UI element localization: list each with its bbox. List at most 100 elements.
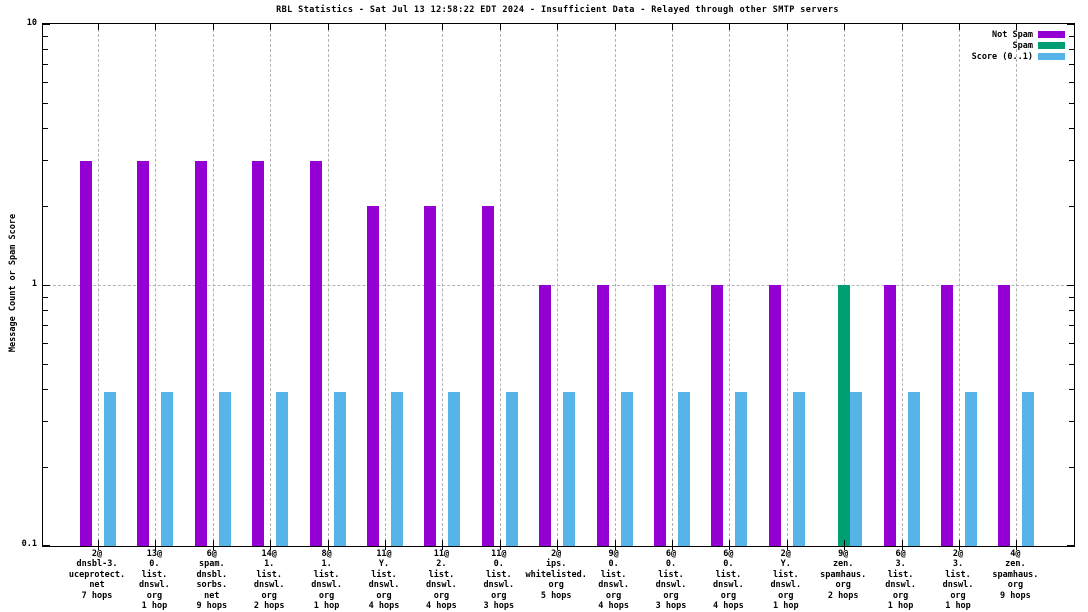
y-minor-tick (43, 325, 48, 327)
x-tick (959, 540, 960, 550)
bar-not-spam (596, 285, 609, 546)
bar-not-spam (367, 206, 379, 546)
legend-row: Not Spam (972, 29, 1065, 40)
y-minor-tick (1069, 325, 1074, 327)
x-tick-label: 8@ 1. list. dnswl. org 1 hop (311, 549, 342, 612)
y-minor-tick (1069, 310, 1074, 312)
gridline-x (901, 24, 903, 546)
y-minor-tick (1069, 49, 1074, 51)
bar-score (505, 391, 518, 546)
x-tick (901, 24, 903, 30)
y-minor-tick (1069, 127, 1074, 129)
bar-score (218, 391, 231, 546)
bar-not-spam (998, 285, 1011, 546)
chart-title: RBL Statistics - Sat Jul 13 12:58:22 EDT… (276, 5, 839, 15)
x-tick (1016, 540, 1018, 550)
y-major-tick (1067, 24, 1074, 25)
y-major-tick (43, 545, 50, 546)
legend-swatch (1038, 53, 1065, 60)
gridline-x (442, 24, 444, 546)
x-tick-label: 11@ 0. list. dnswl. org 3 hops (483, 549, 515, 612)
bar-not-spam (941, 285, 953, 546)
bar-score (391, 391, 403, 546)
y-minor-tick (43, 49, 48, 51)
y-minor-tick (1069, 206, 1074, 208)
bar-not-spam (309, 160, 322, 546)
legend-row: Spam (972, 40, 1065, 51)
x-tick (212, 540, 214, 550)
y-minor-tick (43, 206, 48, 208)
x-tick-label: 2@ dnsbl-3. uceprotect. net 7 hops (68, 549, 126, 601)
bar-not-spam (424, 206, 437, 546)
gridline-x (786, 24, 788, 546)
y-tick-label: 0.1 (21, 539, 37, 549)
x-tick-label: 4@ zen. spamhaus. org 9 hops (992, 549, 1039, 601)
gridline-x (499, 24, 501, 546)
x-tick (844, 24, 846, 30)
y-minor-tick (1069, 160, 1074, 162)
x-tick (844, 540, 846, 550)
x-tick (729, 24, 731, 30)
x-tick-label: 6@ spam. dnsbl. sorbs. net 9 hops (196, 549, 228, 612)
gridline-x (327, 24, 329, 546)
x-tick-label: 2@ ips. whitelisted. org 5 hops (525, 549, 587, 601)
legend-row: Score (0..1) (972, 51, 1065, 62)
x-tick-label: 14@ 1. list. dnswl. org 2 hops (253, 549, 285, 612)
legend-swatch (1038, 42, 1065, 49)
bar-not-spam (194, 160, 207, 546)
x-tick-label: 11@ Y. list. dnswl. org 4 hops (368, 549, 400, 612)
y-minor-tick (43, 388, 48, 390)
x-tick (327, 24, 329, 30)
bar-not-spam (539, 285, 552, 546)
y-minor-tick (43, 160, 48, 162)
y-minor-tick (1069, 35, 1074, 37)
x-tick (959, 24, 960, 30)
bar-score (735, 391, 748, 546)
x-tick (155, 24, 157, 30)
x-tick (385, 540, 386, 550)
y-major-tick (43, 24, 50, 25)
bar-score (850, 391, 863, 546)
x-tick (1016, 24, 1018, 30)
x-tick (672, 24, 673, 30)
y-minor-tick (43, 102, 48, 104)
x-tick (614, 540, 616, 550)
y-minor-tick (43, 296, 48, 298)
x-tick (270, 540, 272, 550)
x-tick (786, 540, 788, 550)
y-minor-tick (43, 363, 48, 365)
x-tick (98, 540, 99, 550)
gridline-x (155, 24, 157, 546)
y-minor-tick (1069, 421, 1074, 423)
x-tick-label: 13@ 0. list. dnswl. org 1 hop (139, 549, 170, 612)
x-tick (729, 540, 731, 550)
bar-not-spam (768, 285, 781, 546)
x-tick-label: 6@ 3. list. dnswl. org 1 hop (885, 549, 916, 612)
bar-not-spam (883, 285, 896, 546)
y-minor-tick (1069, 102, 1074, 104)
legend-label: Not Spam (992, 29, 1033, 40)
bar-not-spam (711, 285, 724, 546)
x-tick-label: 6@ 0. list. dnswl. org 4 hops (713, 549, 744, 612)
x-tick (385, 24, 386, 30)
y-major-tick (1067, 545, 1074, 546)
bar-spam (838, 285, 851, 546)
plot-area: Not Spam Spam Score (0..1) (42, 23, 1075, 550)
legend-label: Spam (1012, 40, 1033, 51)
bar-score (563, 391, 576, 546)
y-major-tick (43, 285, 50, 286)
bar-score (792, 391, 805, 546)
x-tick (614, 24, 616, 30)
x-tick (270, 24, 272, 30)
y-minor-tick (43, 81, 48, 83)
y-minor-tick (43, 35, 48, 37)
bar-score (678, 391, 690, 546)
y-minor-tick (1069, 81, 1074, 83)
x-tick (557, 540, 559, 550)
gridline-x (959, 24, 960, 546)
x-tick-label: 9@ zen. spamhaus. org 2 hops (820, 549, 867, 601)
bar-score (965, 391, 977, 546)
bar-not-spam (137, 160, 150, 546)
x-tick-label: 6@ 0. list. dnswl. org 3 hops (655, 549, 687, 612)
